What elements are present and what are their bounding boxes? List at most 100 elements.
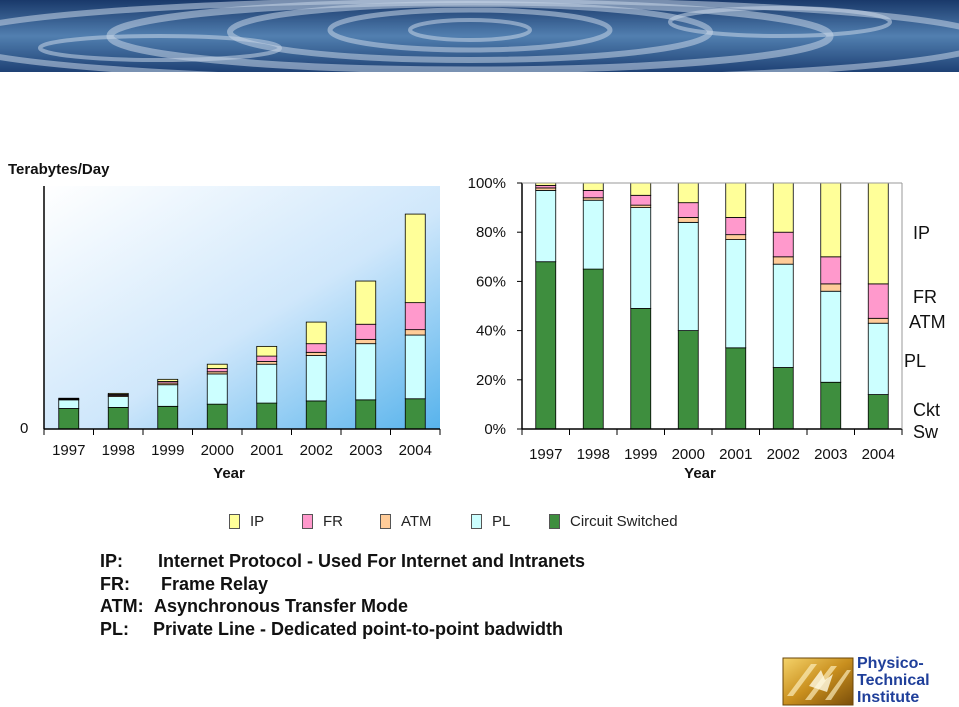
right-bar-circuit-switched-1998 [582, 268, 604, 430]
right-bar-fr-2003 [820, 256, 842, 285]
left-bar-circuit-switched-2002 [305, 400, 327, 430]
right-bar-atm-2004 [867, 317, 889, 324]
legend-item-atm: ATM [380, 513, 432, 530]
left-bar-atm-2002 [305, 351, 327, 356]
legend-label-pl: PL [492, 513, 511, 530]
right-y-tick-label-2: 40% [476, 323, 506, 340]
right-y-tick-label-0: 0% [484, 421, 506, 438]
legend-swatch-ip [229, 514, 240, 529]
left-bar-ip-2000 [206, 363, 228, 369]
left-bar-ip-1999 [157, 378, 179, 382]
right-bar-pl-2001 [725, 239, 747, 349]
right-bar-fr-1999 [630, 194, 652, 206]
left-bar-pl-1999 [157, 384, 179, 407]
right-bar-circuit-switched-1999 [630, 308, 652, 430]
note-row-ip: IP: Internet Protocol - Used For Interne… [100, 550, 585, 573]
left-bar-atm-2001 [256, 361, 278, 365]
right-bar-circuit-switched-1997 [535, 261, 557, 430]
left-bar-ip-1998 [107, 392, 129, 395]
note-text-pl: Private Line - Dedicated point-to-point … [153, 618, 563, 639]
side-label-ckt: Ckt [913, 400, 940, 420]
side-label-sw: Sw [913, 422, 939, 442]
right-bar-pl-2004 [867, 322, 889, 395]
left-bar-circuit-switched-1998 [107, 406, 129, 430]
note-row-fr: FR: Frame Relay [100, 573, 585, 596]
side-label-pl: PL [904, 351, 926, 371]
left-bar-pl-2000 [206, 373, 228, 405]
left-bar-fr-2004 [404, 302, 426, 331]
right-bar-pl-2003 [820, 290, 842, 383]
note-text-ip: Internet Protocol - Used For Internet an… [158, 551, 586, 571]
left-bar-circuit-switched-2004 [404, 398, 426, 430]
side-label-atm: ATM [909, 312, 946, 332]
left-bar-ip-1997 [58, 397, 80, 400]
legend-swatch-circuit-switched [549, 514, 560, 529]
traffic-share-chart: 0% 20% 40% 60% 80% 100% 1997 1998 1999 2000 2001 2… [468, 175, 946, 482]
right-x-tick-label-2004: 2004 [862, 446, 895, 463]
right-bar-ip-1999 [630, 182, 652, 196]
logo-line-3: Institute [857, 689, 919, 706]
right-bar-fr-1998 [582, 189, 604, 199]
right-bar-pl-1998 [582, 199, 604, 270]
right-x-tick-label-1997: 1997 [529, 446, 562, 463]
right-bar-fr-2000 [677, 202, 699, 218]
right-bar-circuit-switched-2002 [772, 367, 794, 430]
chart-legend: IP FR ATM PL Circuit Switched [229, 513, 789, 537]
left-bar-ip-2004 [404, 213, 426, 304]
right-bar-pl-2002 [772, 263, 794, 368]
right-x-tick-label-1998: 1998 [577, 446, 610, 463]
right-bar-fr-2002 [772, 231, 794, 258]
left-bar-fr-2000 [206, 368, 228, 373]
right-bar-atm-2001 [725, 234, 747, 240]
right-y-tick-label-3: 60% [476, 273, 506, 290]
right-y-tick-label-4: 80% [476, 224, 506, 241]
legend-swatch-pl [471, 514, 482, 529]
note-key-atm: ATM: [100, 596, 144, 616]
left-plot-area [44, 186, 440, 429]
right-bar-pl-1999 [630, 207, 652, 309]
right-bar-atm-2003 [820, 283, 842, 292]
legend-swatch-atm [380, 514, 391, 529]
right-bar-circuit-switched-2000 [677, 330, 699, 430]
right-bar-atm-2002 [772, 256, 794, 265]
right-bar-circuit-switched-2004 [867, 394, 889, 430]
left-bar-ip-2001 [256, 345, 278, 357]
legend-label-ip: IP [250, 513, 265, 530]
right-chart-xlabel: Year [684, 465, 716, 482]
left-bar-ip-2002 [305, 321, 327, 345]
right-x-tick-label-1999: 1999 [624, 446, 657, 463]
legend-item-fr: FR [302, 513, 343, 530]
left-bar-atm-2003 [355, 338, 377, 345]
right-bar-ip-2003 [820, 182, 842, 258]
left-x-tick-label-1998: 1998 [102, 442, 135, 459]
logo-line-1: Physico- [857, 656, 924, 672]
right-bar-ip-2000 [677, 182, 699, 204]
side-label-fr: FR [913, 287, 937, 307]
right-x-tick-label-2001: 2001 [719, 446, 752, 463]
note-row-atm: ATM: Asynchronous Transfer Mode [100, 595, 585, 618]
left-x-tick-label-2004: 2004 [399, 442, 432, 459]
left-y-tick-zero: 0 [20, 420, 28, 437]
right-bar-pl-1997 [535, 189, 557, 263]
legend-item-ip: IP [229, 513, 264, 530]
right-y-tick-label-5: 100% [468, 175, 506, 192]
left-bar-fr-2001 [256, 355, 278, 362]
note-row-pl: PL: Private Line - Dedicated point-to-po… [100, 618, 585, 641]
left-bar-pl-2001 [256, 363, 278, 404]
right-bar-fr-2004 [867, 283, 889, 319]
left-chart-ylabel: Terabytes/Day [8, 161, 110, 178]
left-x-tick-label-1999: 1999 [151, 442, 184, 459]
right-x-tick-label-2003: 2003 [814, 446, 847, 463]
left-bar-pl-2004 [404, 334, 426, 400]
right-y-tick-label-1: 20% [476, 372, 506, 389]
left-x-tick-label-2000: 2000 [201, 442, 234, 459]
traffic-volume-chart: Terabytes/Day 1997 1998 1999 2000 2001 2002 20… [8, 161, 441, 482]
legend-label-atm: ATM [401, 513, 432, 530]
left-x-tick-label-1997: 1997 [52, 442, 85, 459]
left-chart-xlabel: Year [213, 465, 245, 482]
right-bar-circuit-switched-2001 [725, 347, 747, 430]
right-bar-ip-2001 [725, 182, 747, 218]
water-ripple-banner [0, 0, 959, 72]
note-key-ip: IP: [100, 551, 124, 571]
left-bar-ip-2003 [355, 280, 377, 325]
